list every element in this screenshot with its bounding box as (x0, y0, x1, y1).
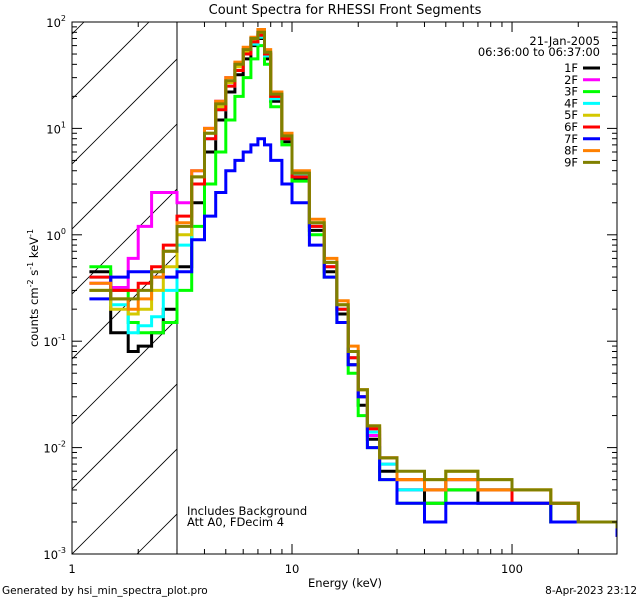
y-tick-label: 101 (46, 120, 66, 136)
x-tick-label: 1 (68, 562, 75, 576)
hatch-line (72, 22, 85, 35)
hatch-line (0, 22, 19, 554)
y-tick-label: 10-3 (43, 546, 66, 562)
x-tick-label: 100 (501, 562, 523, 576)
x-axis-label: Energy (keV) (308, 576, 382, 590)
series-4F (89, 35, 617, 529)
series-6F (89, 33, 617, 537)
series-1F (89, 37, 617, 537)
hatch-line (72, 383, 177, 490)
hatch-line (72, 58, 177, 165)
legend-date: 21-Jan-2005 (529, 34, 600, 48)
series-5F (89, 33, 617, 529)
hatch-line (267, 22, 640, 554)
series-2F (89, 30, 617, 537)
hatch-line (397, 22, 640, 554)
hatch-line (72, 253, 177, 360)
series-3F (89, 44, 617, 537)
hatch-line (592, 22, 640, 554)
footer-timestamp: 8-Apr-2023 23:12 (545, 585, 637, 597)
legend-label-5F: 5F (564, 108, 578, 122)
footer-generated-by: Generated by hsi_min_spectra_plot.pro (2, 585, 208, 597)
legend-label-9F: 9F (564, 155, 578, 169)
legend-label-1F: 1F (564, 61, 578, 75)
y-tick-label: 10-1 (43, 333, 66, 349)
legend-time-range: 06:36:00 to 06:37:00 (478, 45, 600, 59)
annotation-background: Includes Background (187, 504, 307, 518)
hatch-line (72, 318, 177, 425)
legend-label-8F: 8F (564, 144, 578, 158)
y-tick-label: 10-2 (43, 440, 66, 456)
y-tick-label: 100 (46, 227, 66, 243)
legend-label-6F: 6F (564, 120, 578, 134)
legend-label-2F: 2F (564, 73, 578, 87)
hatch-line (72, 188, 177, 295)
plot-frame (71, 21, 618, 555)
hatch-line (462, 22, 640, 554)
series-7F (89, 137, 617, 537)
legend-label-4F: 4F (564, 96, 578, 110)
chart-title: Count Spectra for RHESSI Front Segments (209, 3, 482, 18)
annotation-attenuator: Att A0, FDecim 4 (187, 515, 284, 529)
excluded-energy-hatch (0, 22, 640, 554)
y-tick-label: 102 (46, 14, 66, 30)
hatch-line (72, 448, 177, 554)
series-9F (89, 30, 617, 529)
x-tick-label: 10 (285, 562, 300, 576)
legend-label-7F: 7F (564, 132, 578, 146)
y-axis-label: counts cm-2 s-1 keV-1 (26, 229, 41, 347)
legend-label-3F: 3F (564, 85, 578, 99)
hatch-line (527, 22, 640, 554)
